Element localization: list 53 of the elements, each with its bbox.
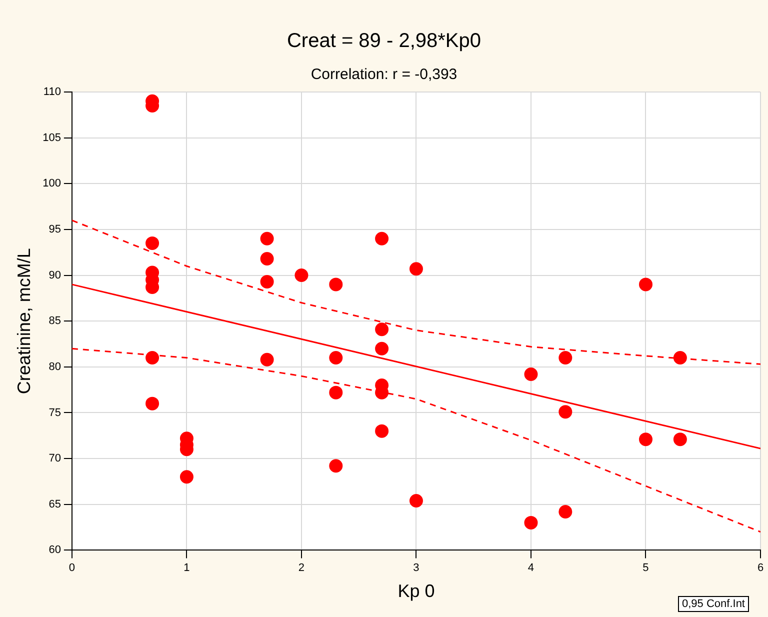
point — [375, 232, 389, 246]
y-tick-label: 70 — [48, 452, 61, 465]
point — [375, 342, 389, 356]
y-tick-label: 65 — [48, 498, 61, 510]
point — [375, 322, 389, 336]
line-series — [72, 220, 760, 365]
y-tick-label: 95 — [48, 223, 61, 236]
point — [673, 432, 687, 446]
point — [524, 516, 538, 530]
x-tick-label: 2 — [298, 562, 305, 574]
point — [638, 432, 652, 446]
x-tick-label: 6 — [757, 562, 764, 574]
point — [558, 405, 572, 419]
x-tick-label: 1 — [184, 562, 190, 574]
point — [329, 351, 343, 365]
y-tick-label: 100 — [42, 178, 61, 190]
point — [329, 278, 343, 292]
chart-title: Creat = 89 - 2,98*Kp0 — [286, 30, 482, 53]
point — [146, 351, 160, 365]
point — [260, 352, 274, 366]
point — [180, 470, 194, 484]
point — [409, 262, 423, 276]
point — [329, 386, 343, 400]
point — [558, 504, 572, 518]
x-tick-label: 4 — [528, 562, 534, 574]
point — [409, 494, 423, 508]
y-tick-label: 90 — [48, 269, 61, 282]
point — [673, 351, 687, 365]
y-tick-label: 60 — [48, 544, 61, 556]
y-tick-label: 110 — [43, 86, 61, 98]
point — [260, 252, 274, 266]
y-tick-label: 75 — [48, 406, 61, 419]
point — [260, 232, 274, 246]
y-tick-label: 105 — [42, 132, 61, 144]
point — [260, 274, 274, 288]
y-tick-label: 85 — [48, 315, 61, 328]
point — [146, 236, 160, 250]
point — [146, 396, 160, 410]
x-tick-label: 5 — [642, 562, 649, 574]
line-series — [72, 348, 760, 533]
point — [329, 459, 343, 473]
text: 0,95 Conf.Int — [678, 596, 749, 612]
point — [558, 351, 572, 365]
y-tick-label: 80 — [48, 360, 61, 373]
x-tick-label: 0 — [68, 562, 76, 574]
point — [294, 268, 308, 282]
point — [375, 424, 389, 438]
x-axis-title: Kp 0 — [398, 581, 435, 602]
y-axis-title: Creatinine, mcM/L — [14, 248, 34, 394]
point — [638, 278, 652, 292]
chart-subtitle: Correlation: r = -0,393 — [310, 66, 458, 83]
x-tick-label: 3 — [413, 562, 420, 574]
point — [524, 368, 538, 381]
